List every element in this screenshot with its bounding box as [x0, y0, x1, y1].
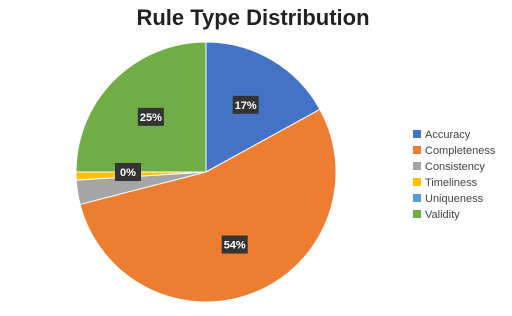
legend-swatch — [413, 146, 421, 154]
data-label-box — [232, 95, 259, 114]
chart-title: Rule Type Distribution — [136, 5, 369, 30]
legend-label: Completeness — [425, 145, 496, 157]
legend-swatch — [413, 162, 421, 170]
data-label-box — [137, 107, 164, 126]
pie-slice — [79, 108, 337, 303]
legend-label: Accuracy — [425, 129, 471, 141]
data-label: 0% — [120, 167, 136, 179]
data-label-box — [115, 163, 141, 181]
legend-label: Uniqueness — [425, 193, 484, 205]
data-label: 54% — [224, 239, 246, 251]
legend-swatch — [413, 178, 421, 186]
legend-swatch — [413, 194, 421, 202]
data-label: 17% — [235, 100, 257, 112]
pie-slice — [75, 41, 207, 173]
data-label-box — [221, 235, 248, 254]
pie-slice — [205, 41, 321, 173]
data-label: 25% — [140, 112, 162, 124]
legend-label: Consistency — [425, 161, 485, 173]
legend-swatch — [413, 210, 421, 218]
legend-label: Validity — [425, 209, 460, 221]
legend-label: Timeliness — [425, 177, 478, 189]
legend-swatch — [413, 130, 421, 138]
